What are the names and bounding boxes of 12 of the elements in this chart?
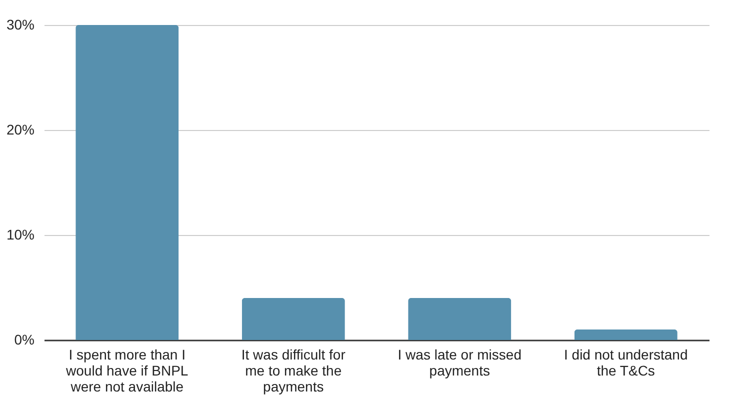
y-tick-label: 30% xyxy=(6,16,34,32)
bar xyxy=(574,330,678,340)
bar xyxy=(408,298,512,340)
bar xyxy=(76,25,179,340)
x-tick-label: I spent more than I would have if BNPL were not available xyxy=(65,346,188,394)
x-tick-label: I did not understand the T&Cs xyxy=(564,346,688,378)
x-tick-label: It was difficult for me to make the payments xyxy=(241,346,346,394)
x-tick-label: I was late or missed payments xyxy=(398,346,522,378)
y-tick-label: 10% xyxy=(6,226,34,242)
bar xyxy=(242,298,345,340)
y-tick-label: 0% xyxy=(14,332,34,348)
y-tick-label: 20% xyxy=(6,122,34,138)
